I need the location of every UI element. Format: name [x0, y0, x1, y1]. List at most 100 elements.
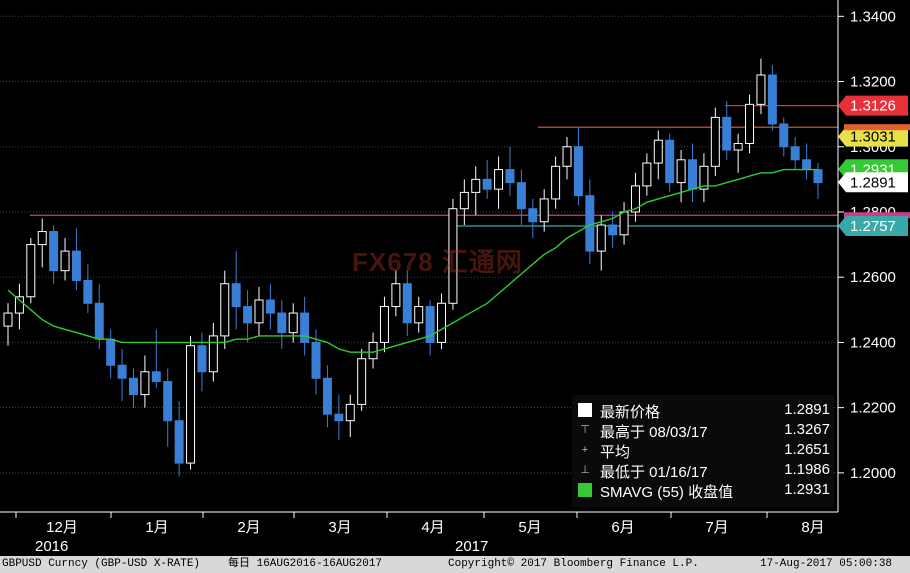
y-tick-label: 1.2000	[850, 465, 896, 482]
footer-copyright: Copyright© 2017 Bloomberg Finance L.P.	[448, 558, 699, 570]
high-marker-icon: ⊤	[580, 424, 590, 436]
year-label-2017: 2017	[455, 538, 488, 555]
y-axis-ticks: 1.34001.32001.30001.28001.26001.24001.22…	[838, 8, 896, 482]
legend-low: ⊥ 最低于 01/16/17 1.1986	[572, 461, 834, 481]
price-tag-stub	[844, 124, 910, 131]
price-tag-bg	[838, 215, 908, 236]
legend-high: ⊤ 最高于 08/03/17 1.3267	[572, 421, 834, 441]
candle-body	[619, 211, 629, 236]
candle-body	[573, 146, 583, 197]
candle-body	[608, 224, 618, 236]
candle-body	[425, 306, 435, 343]
candle-body	[129, 377, 138, 396]
candle-body	[414, 306, 424, 324]
x-tick-label: 7月	[705, 519, 728, 536]
candle-body	[3, 312, 13, 327]
candle-body	[334, 413, 344, 422]
x-tick-label: 4月	[421, 519, 444, 536]
candle-body	[220, 283, 230, 337]
candle-body	[37, 231, 47, 246]
candle-body	[208, 335, 218, 373]
y-tick-label: 1.3200	[850, 74, 896, 91]
candle-body	[562, 146, 572, 167]
candle-body	[539, 198, 549, 223]
x-tick-label: 8月	[801, 519, 824, 536]
candle-body	[630, 185, 640, 213]
candle-body	[437, 302, 447, 343]
average-marker-icon: +	[581, 444, 589, 456]
price-tag-bg	[838, 95, 908, 116]
candle-body	[186, 345, 196, 464]
candle-body	[197, 345, 207, 373]
price-tag-bg	[838, 172, 908, 193]
candle-body	[745, 103, 755, 144]
footer-ticker: GBPUSD Curncy (GBP-USD X-RATE)	[2, 558, 201, 570]
sma-line	[7, 168, 818, 353]
candles	[3, 58, 823, 477]
footer-bar: GBPUSD Curncy (GBP-USD X-RATE) 每日 16AUG2…	[0, 556, 910, 573]
candle-body	[277, 312, 287, 334]
price-tag: 1.2757	[838, 215, 908, 236]
candle-body	[516, 182, 526, 210]
low-marker-icon: ⊥	[580, 464, 590, 476]
candle-body	[688, 159, 698, 190]
candle-body	[642, 162, 652, 187]
candle-body	[71, 250, 81, 281]
candle-body	[596, 224, 606, 252]
candle-body	[813, 169, 823, 184]
candle-body	[528, 208, 538, 223]
candle-body	[802, 159, 812, 171]
candle-body	[494, 169, 504, 190]
x-tick-label: 1月	[145, 519, 168, 536]
footer-timestamp: 17-Aug-2017 05:00:38	[760, 558, 893, 570]
candle-body	[779, 123, 789, 148]
price-tag: 1.3126	[838, 95, 908, 116]
candle-body	[722, 116, 732, 151]
candle-body	[243, 306, 253, 324]
y-tick-label: 1.2400	[850, 334, 896, 351]
y-tick-label: 1.3400	[850, 8, 896, 25]
candle-body	[505, 169, 515, 184]
y-tick-label: 1.2200	[850, 400, 896, 417]
candle-body	[482, 178, 492, 190]
price-tag-label: 1.3126	[850, 98, 896, 115]
candle-body	[733, 142, 743, 151]
candle-body	[288, 312, 298, 334]
candle-body	[106, 338, 116, 366]
candle-body	[140, 371, 150, 396]
candle-body	[163, 381, 173, 422]
price-tag-label: 1.3031	[850, 129, 896, 146]
candle-body	[254, 299, 264, 324]
candle-body	[322, 377, 332, 415]
candle-body	[311, 341, 321, 379]
y-tick-label: 1.2600	[850, 269, 896, 286]
candle-body	[676, 159, 686, 184]
candle-body	[790, 146, 800, 161]
candle-body	[83, 279, 93, 304]
square-icon	[578, 403, 592, 417]
x-tick-label: 2月	[237, 519, 260, 536]
candle-body	[756, 74, 766, 105]
legend-sma: SMAVG (55) 收盘值 1.2931	[572, 481, 834, 501]
candle-body	[94, 302, 104, 340]
candle-body	[699, 165, 709, 190]
candle-body	[665, 139, 675, 184]
price-tag-bg	[838, 126, 908, 147]
candle-body	[585, 195, 595, 252]
candle-body	[402, 283, 412, 324]
candle-body	[151, 371, 161, 383]
candle-body	[117, 364, 127, 379]
green-square-icon	[578, 483, 592, 497]
candle-body	[231, 283, 241, 308]
price-tag-stub	[844, 212, 910, 219]
candle-body	[357, 358, 367, 405]
x-tick-label: 5月	[518, 519, 541, 536]
candle-body	[14, 296, 24, 314]
candle-body	[265, 299, 275, 314]
candle-body	[710, 116, 720, 167]
candle-body	[379, 306, 389, 343]
candle-body	[551, 165, 561, 200]
x-tick-label: 3月	[328, 519, 351, 536]
candle-body	[368, 341, 378, 360]
